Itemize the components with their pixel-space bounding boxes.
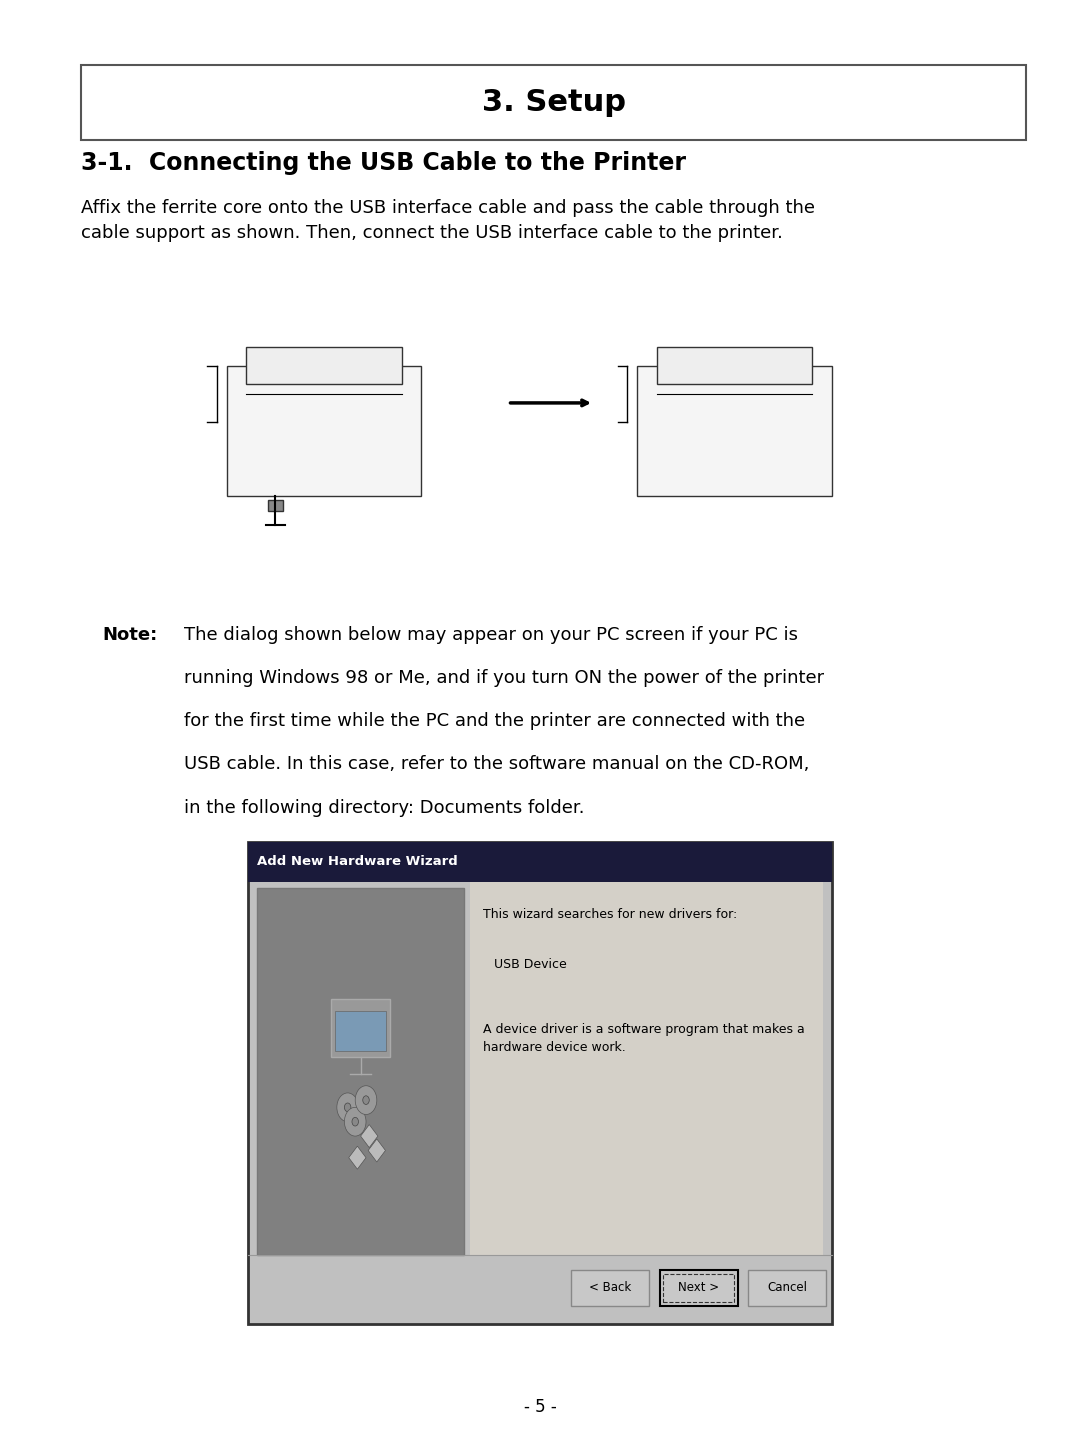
Text: USB Device: USB Device xyxy=(494,958,567,971)
Bar xyxy=(257,888,464,1255)
Text: 3-1.  Connecting the USB Cable to the Printer: 3-1. Connecting the USB Cable to the Pri… xyxy=(81,151,686,176)
Text: This wizard searches for new drivers for:: This wizard searches for new drivers for… xyxy=(483,908,738,921)
Polygon shape xyxy=(361,1125,378,1148)
Text: for the first time while the PC and the printer are connected with the: for the first time while the PC and the … xyxy=(184,712,805,731)
Text: running Windows 98 or Me, and if you turn ON the power of the printer: running Windows 98 or Me, and if you tur… xyxy=(184,669,824,688)
Text: < Back: < Back xyxy=(589,1281,632,1295)
Bar xyxy=(268,501,283,511)
Text: Cancel: Cancel xyxy=(767,1281,808,1295)
Text: A device driver is a software program that makes a
hardware device work.: A device driver is a software program th… xyxy=(483,1023,805,1055)
Circle shape xyxy=(345,1104,351,1112)
FancyBboxPatch shape xyxy=(248,842,832,1324)
Bar xyxy=(663,1275,734,1301)
Bar xyxy=(748,1269,826,1307)
Text: Add New Hardware Wizard: Add New Hardware Wizard xyxy=(257,855,458,869)
Text: Affix the ferrite core onto the USB interface cable and pass the cable through t: Affix the ferrite core onto the USB inte… xyxy=(81,199,815,242)
Bar xyxy=(470,882,823,1255)
Circle shape xyxy=(363,1097,369,1105)
FancyBboxPatch shape xyxy=(246,347,402,384)
Polygon shape xyxy=(349,1145,366,1168)
Polygon shape xyxy=(368,1140,386,1163)
Bar xyxy=(660,1269,738,1307)
Bar xyxy=(571,1269,649,1307)
Circle shape xyxy=(355,1086,377,1114)
FancyBboxPatch shape xyxy=(637,366,832,496)
Text: USB cable. In this case, refer to the software manual on the CD-ROM,: USB cable. In this case, refer to the so… xyxy=(184,755,809,774)
Text: - 5 -: - 5 - xyxy=(524,1399,556,1416)
Bar xyxy=(248,842,832,882)
Bar xyxy=(335,1010,386,1050)
Text: 3. Setup: 3. Setup xyxy=(482,88,625,117)
Text: Next >: Next > xyxy=(678,1281,719,1295)
Circle shape xyxy=(337,1094,359,1122)
FancyBboxPatch shape xyxy=(657,347,812,384)
Text: The dialog shown below may appear on your PC screen if your PC is: The dialog shown below may appear on you… xyxy=(184,626,798,645)
Text: Note:: Note: xyxy=(103,626,158,645)
FancyBboxPatch shape xyxy=(81,65,1026,140)
Bar xyxy=(330,1000,390,1056)
Circle shape xyxy=(345,1108,366,1137)
Circle shape xyxy=(352,1118,359,1127)
Text: in the following directory: Documents folder.: in the following directory: Documents fo… xyxy=(184,799,584,817)
FancyBboxPatch shape xyxy=(227,366,421,496)
